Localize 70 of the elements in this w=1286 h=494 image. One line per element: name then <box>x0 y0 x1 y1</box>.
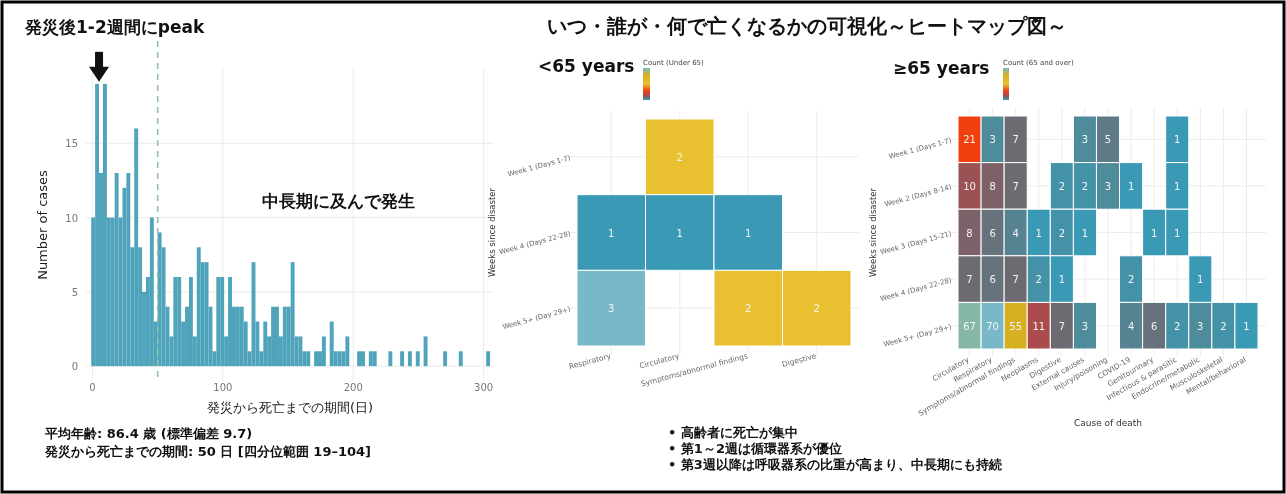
x-axis-title: Cause of death <box>1073 418 1143 428</box>
data-label: 1 <box>1174 180 1181 192</box>
data-label: 5 <box>1104 134 1112 146</box>
data-label: 1 <box>1150 227 1158 239</box>
data-label: 1 <box>608 227 615 239</box>
chart-title: いつ・誰が・何で亡くなるかの可視化～ヒートマップ図～ <box>547 14 1067 38</box>
data-label: 3 <box>1081 134 1089 146</box>
data-label: 70 <box>986 320 999 332</box>
data-label: 7 <box>1012 134 1019 146</box>
y-tick-label: 5 <box>71 286 78 298</box>
data-label: 7 <box>1058 320 1066 332</box>
data-label: 10 <box>963 180 976 192</box>
data-label: 7 <box>966 274 973 286</box>
chart-subtitle: <65 years <box>538 56 635 76</box>
data-label: 2 <box>745 303 752 315</box>
data-label: 2 <box>813 303 820 315</box>
data-label: 1 <box>1058 274 1066 286</box>
data-label: 7 <box>1012 274 1019 286</box>
x-tick-label: 200 <box>343 382 363 393</box>
y-tick-label: 10 <box>65 212 78 224</box>
data-label: 2 <box>1035 274 1042 286</box>
x-axis-title: 発災から死亡までの期間(日) <box>206 400 374 415</box>
text: 発災から死亡までの期間: 50 日 [四分位範囲 19–104] <box>44 444 372 459</box>
data-label: 2 <box>1058 180 1066 192</box>
data-label: 2 <box>1081 180 1089 192</box>
text: • 第1～2週は循環器系が優位 <box>668 441 842 456</box>
data-label: 21 <box>963 134 976 146</box>
data-label: 1 <box>1174 134 1181 146</box>
data-label: 8 <box>966 227 973 239</box>
text: • 高齢者に死亡が集中 <box>668 425 798 440</box>
x-tick-label: 300 <box>474 382 494 393</box>
data-label: 6 <box>1150 320 1158 332</box>
data-label: 2 <box>1127 274 1135 286</box>
x-tick-label: 100 <box>213 382 233 393</box>
data-label: 11 <box>1032 320 1046 332</box>
data-label: 2 <box>1058 227 1066 239</box>
data-label: 1 <box>1035 227 1042 239</box>
data-label: 2 <box>1220 320 1227 332</box>
y-tick-label: 15 <box>65 138 78 150</box>
text: • 第3週以降は呼吸器系の比重が高まり、中長期にも持続 <box>668 457 1002 472</box>
y-axis-title: Number of cases <box>35 169 50 280</box>
data-label: 2 <box>1174 320 1181 332</box>
x-tick-label: 0 <box>89 382 96 393</box>
data-label: 2 <box>676 151 683 163</box>
data-label: 1 <box>745 227 752 239</box>
data-label: 55 <box>1009 320 1023 332</box>
data-label: 7 <box>1012 180 1019 192</box>
data-label: 1 <box>1197 274 1204 286</box>
data-label: 3 <box>1104 180 1112 192</box>
data-label: 67 <box>963 320 976 332</box>
annotation: 中長期に及んで発生 <box>262 191 415 211</box>
data-label: 1 <box>1081 227 1089 239</box>
data-label: 1 <box>1243 320 1250 332</box>
data-label: 3 <box>608 303 615 315</box>
data-label: 6 <box>989 274 996 286</box>
data-label: 8 <box>989 180 996 192</box>
y-axis-title: Weeks since disaster <box>868 187 878 278</box>
data-label: 1 <box>676 227 683 239</box>
y-axis-title: Weeks since disaster <box>487 187 497 278</box>
data-label: 1 <box>1174 227 1181 239</box>
data-label: 1 <box>1127 180 1135 192</box>
data-label: 4 <box>1127 320 1135 332</box>
data-label: 3 <box>989 134 996 146</box>
annotation: 発災後1-2週間にpeak <box>24 17 205 37</box>
data-label: 3 <box>1197 320 1204 332</box>
data-label: 6 <box>989 227 996 239</box>
data-label: 4 <box>1012 227 1019 239</box>
chart-subtitle: ≥65 years <box>893 58 990 78</box>
text: 平均年齢: 86.4 歳 (標準偏差 9.7) <box>44 426 253 441</box>
data-label: 3 <box>1081 320 1089 332</box>
